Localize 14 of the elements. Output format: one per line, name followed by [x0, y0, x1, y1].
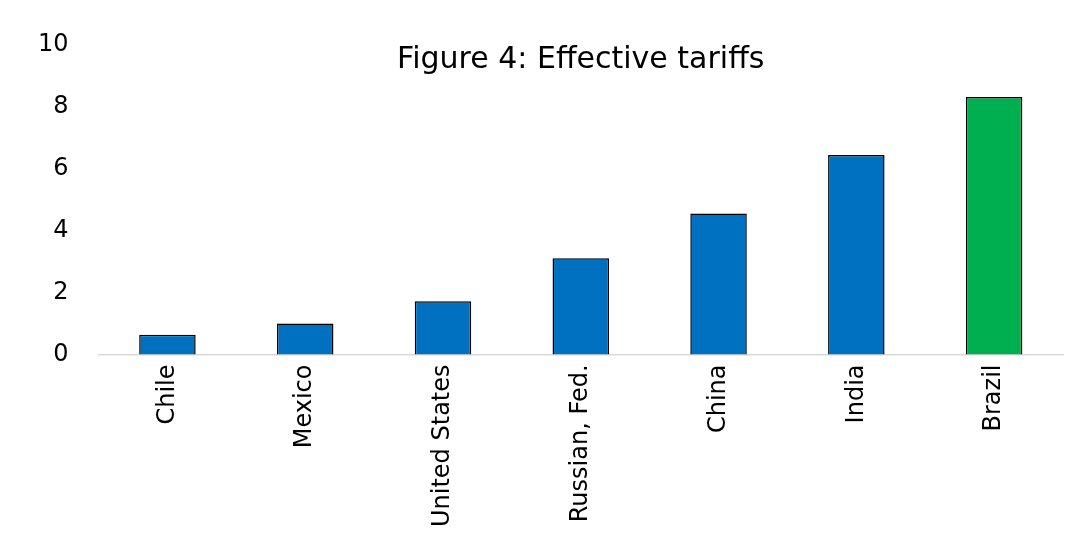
x-tick-label: Chile [151, 364, 180, 425]
x-tick-label: Mexico [289, 364, 318, 449]
y-tick-label: 10 [37, 28, 69, 57]
x-tick-label: Russian, Fed. [565, 364, 593, 523]
x-tick-label: India [840, 364, 869, 424]
chart-title: Figure 4: Effective tariffs [397, 40, 765, 76]
x-tick-label: United States [427, 364, 456, 527]
y-tick-label: 6 [53, 152, 69, 181]
y-tick-label: 4 [53, 214, 69, 243]
y-tick-label: 0 [53, 338, 69, 367]
x-tick-label: China [702, 364, 731, 434]
x-tick-label: Brazil [978, 364, 1007, 432]
y-tick-label: 8 [53, 90, 69, 119]
y-tick-label: 2 [53, 276, 69, 305]
